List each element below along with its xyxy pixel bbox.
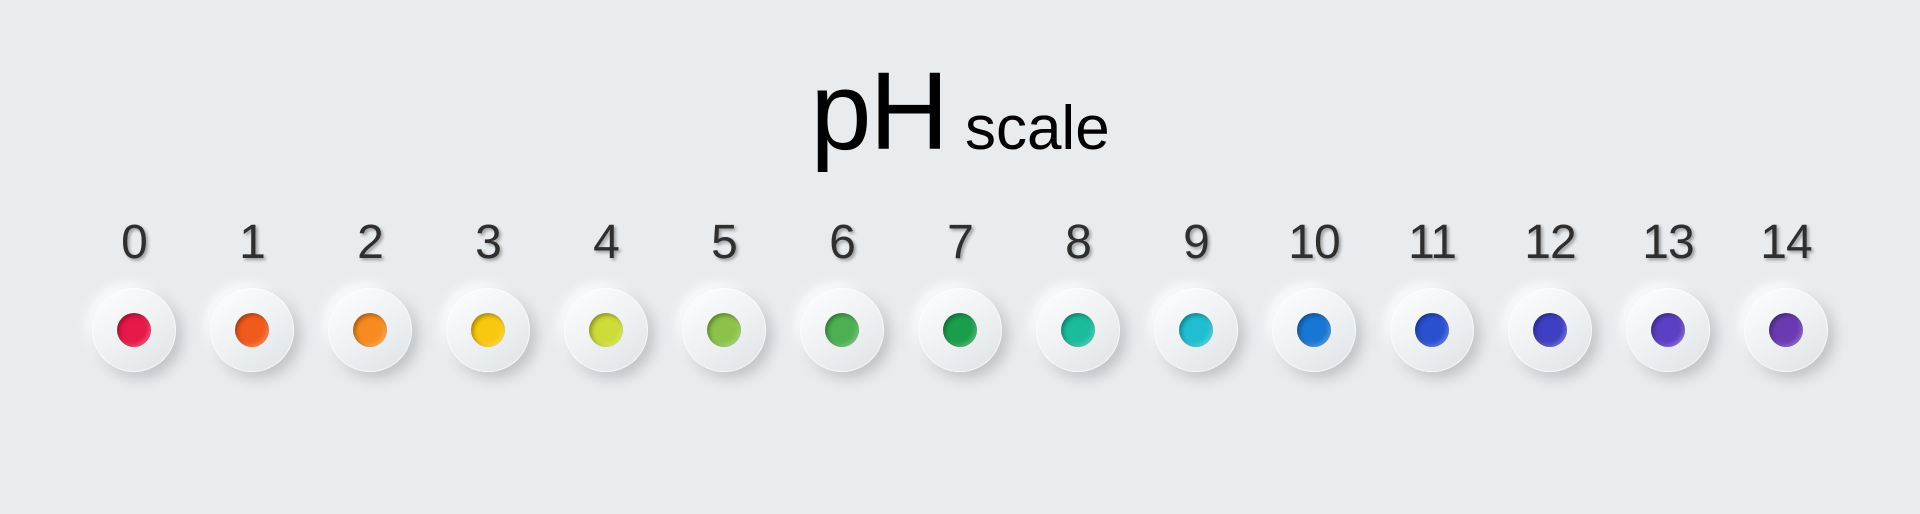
ph-item-4: 4 <box>564 215 648 372</box>
ph-item-3: 3 <box>446 215 530 372</box>
ph-knob <box>1390 288 1474 372</box>
ph-color-dot <box>707 313 741 347</box>
ph-item-7: 7 <box>918 215 1002 372</box>
ph-item-9: 9 <box>1154 215 1238 372</box>
ph-knob <box>1508 288 1592 372</box>
ph-color-dot <box>235 313 269 347</box>
ph-label: 7 <box>947 215 973 270</box>
ph-knob <box>682 288 766 372</box>
ph-label: 8 <box>1065 215 1091 270</box>
ph-item-0: 0 <box>92 215 176 372</box>
ph-label: 2 <box>357 215 383 270</box>
ph-item-1: 1 <box>210 215 294 372</box>
ph-item-5: 5 <box>682 215 766 372</box>
ph-knob <box>210 288 294 372</box>
ph-item-14: 14 <box>1744 215 1828 372</box>
ph-color-dot <box>1651 313 1685 347</box>
ph-label: 3 <box>475 215 501 270</box>
ph-knob <box>800 288 884 372</box>
ph-knob <box>1272 288 1356 372</box>
ph-color-dot <box>1179 313 1213 347</box>
ph-item-13: 13 <box>1626 215 1710 372</box>
ph-label: 0 <box>121 215 147 270</box>
title-main: pH <box>810 48 947 175</box>
ph-label: 4 <box>593 215 619 270</box>
ph-color-dot <box>825 313 859 347</box>
ph-knob <box>1036 288 1120 372</box>
ph-item-8: 8 <box>1036 215 1120 372</box>
ph-color-dot <box>1533 313 1567 347</box>
ph-knob <box>1154 288 1238 372</box>
ph-color-dot <box>353 313 387 347</box>
ph-color-dot <box>1061 313 1095 347</box>
ph-item-10: 10 <box>1272 215 1356 372</box>
ph-color-dot <box>943 313 977 347</box>
ph-scale-row: 01234567891011121314 <box>0 215 1920 372</box>
ph-knob <box>446 288 530 372</box>
ph-label: 5 <box>711 215 737 270</box>
ph-label: 9 <box>1183 215 1209 270</box>
ph-label: 6 <box>829 215 855 270</box>
ph-item-6: 6 <box>800 215 884 372</box>
ph-label: 14 <box>1760 215 1811 270</box>
ph-color-dot <box>117 313 151 347</box>
ph-knob <box>328 288 412 372</box>
chart-title: pH scale <box>810 48 1109 175</box>
ph-knob <box>564 288 648 372</box>
ph-knob <box>92 288 176 372</box>
ph-color-dot <box>471 313 505 347</box>
title-sub: scale <box>965 93 1110 164</box>
ph-label: 1 <box>239 215 265 270</box>
ph-color-dot <box>1769 313 1803 347</box>
ph-label: 10 <box>1288 215 1339 270</box>
ph-label: 13 <box>1642 215 1693 270</box>
ph-item-12: 12 <box>1508 215 1592 372</box>
ph-color-dot <box>1415 313 1449 347</box>
ph-color-dot <box>589 313 623 347</box>
ph-label: 12 <box>1524 215 1575 270</box>
ph-knob <box>1626 288 1710 372</box>
ph-knob <box>1744 288 1828 372</box>
ph-item-2: 2 <box>328 215 412 372</box>
ph-label: 11 <box>1408 215 1456 270</box>
ph-color-dot <box>1297 313 1331 347</box>
ph-knob <box>918 288 1002 372</box>
ph-item-11: 11 <box>1390 215 1474 372</box>
